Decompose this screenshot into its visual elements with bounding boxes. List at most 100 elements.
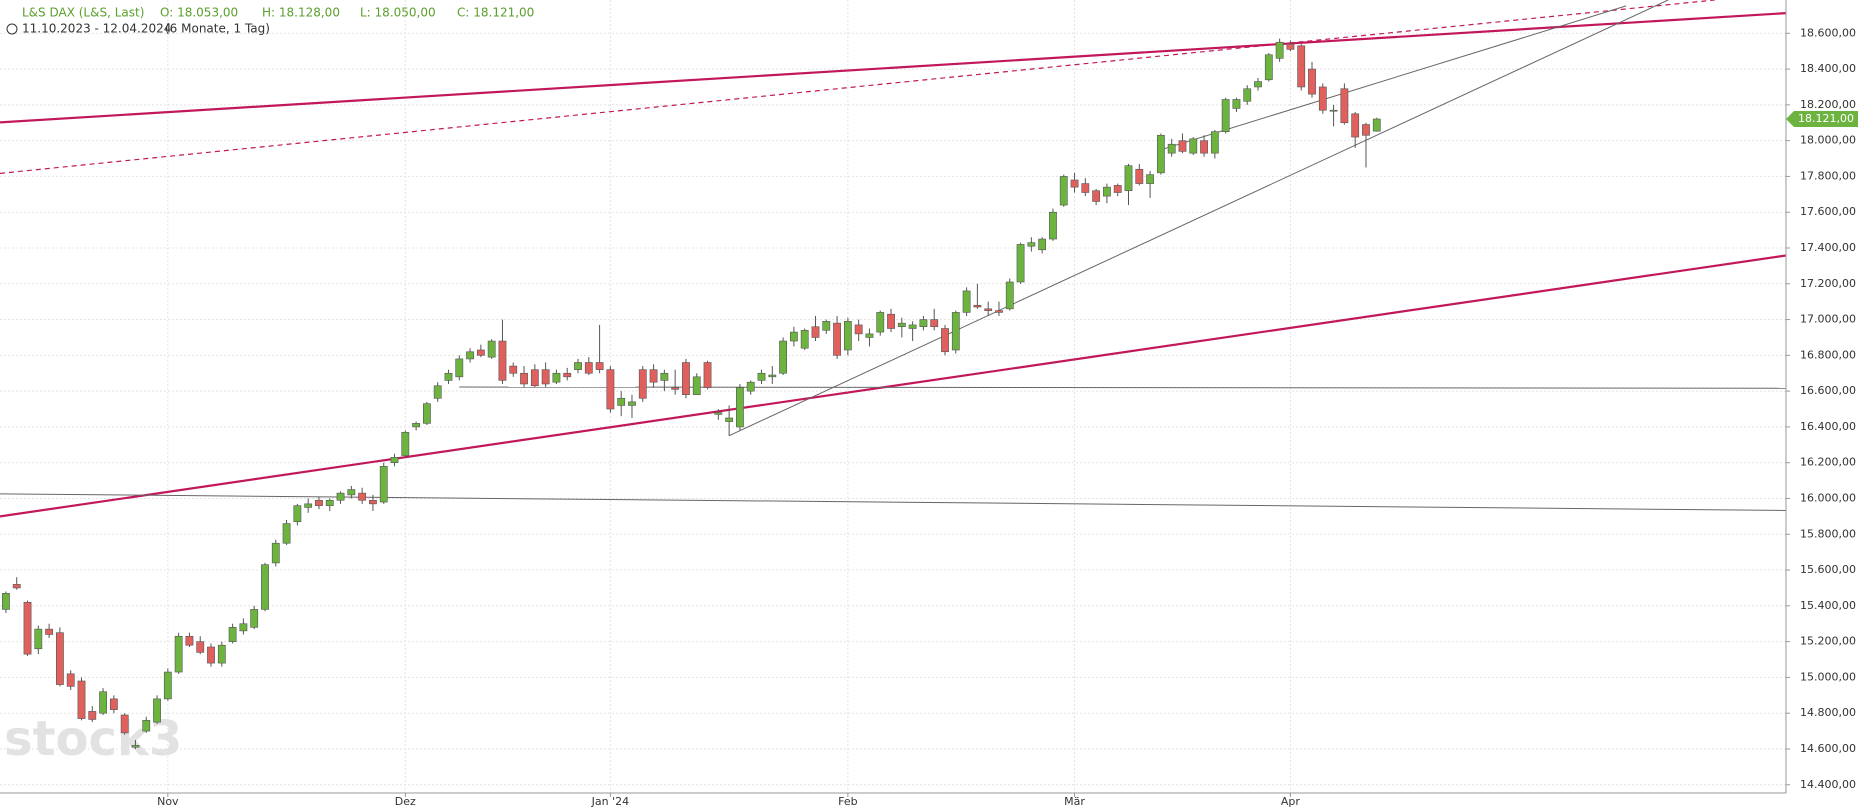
- candle-body: [2, 593, 10, 610]
- candle-body: [692, 376, 701, 396]
- candle-body: [1297, 45, 1306, 88]
- candle-body: [800, 329, 809, 349]
- candle-body: [401, 431, 410, 456]
- candle-body: [379, 465, 388, 503]
- candle-body: [1146, 174, 1154, 184]
- candle-body: [736, 387, 744, 428]
- y-tick-label: 16.800,00: [1800, 348, 1856, 361]
- candles: [2, 38, 1381, 749]
- candle-body: [951, 312, 960, 351]
- candle-body: [1005, 281, 1014, 310]
- chart-title: L&S DAX (L&S, Last): [22, 6, 144, 20]
- candle-body: [304, 503, 313, 508]
- y-tick-label: 17.800,00: [1800, 169, 1856, 182]
- candle-body: [552, 372, 561, 383]
- candle-body: [714, 412, 723, 415]
- candle-body: [1362, 124, 1370, 136]
- y-tick-label: 18.400,00: [1800, 62, 1856, 75]
- candle-body: [153, 698, 161, 723]
- date-range: 11.10.2023 - 12.04.2024: [22, 22, 171, 36]
- candle-body: [628, 401, 636, 406]
- candle-body: [919, 319, 928, 328]
- candle-body: [833, 322, 841, 356]
- clock-icon: [6, 23, 18, 35]
- candle-body: [1016, 244, 1025, 283]
- grid: [0, 0, 1786, 793]
- candle-body: [930, 319, 939, 328]
- candle-body: [908, 324, 917, 329]
- candle-body: [973, 304, 982, 308]
- candle-body: [746, 381, 755, 392]
- candle-body: [1351, 113, 1360, 138]
- candle-body: [315, 499, 323, 506]
- candle-body: [984, 308, 993, 311]
- candle-body: [595, 362, 604, 370]
- candle-body: [1254, 81, 1262, 88]
- candle-body: [941, 328, 949, 353]
- candle-body: [336, 492, 345, 501]
- y-tick-label: 18.000,00: [1800, 134, 1856, 147]
- y-tick-label: 14.400,00: [1800, 778, 1856, 791]
- candle-body: [358, 492, 367, 501]
- candle-body: [487, 340, 496, 358]
- candle-body: [703, 362, 712, 388]
- candle-body: [1264, 54, 1273, 81]
- y-tick-label: 18.200,00: [1800, 98, 1856, 111]
- candle-body: [768, 374, 777, 378]
- candle-body: [779, 340, 787, 374]
- x-tick-label: Apr: [1281, 795, 1301, 808]
- last-price-label: 18.121,00: [1798, 112, 1854, 125]
- candle-body: [509, 365, 518, 374]
- y-tick-label: 15.600,00: [1800, 563, 1856, 576]
- candle-body: [1329, 109, 1338, 112]
- candle-body: [55, 632, 64, 685]
- candle-body: [757, 372, 766, 381]
- trend-line: [459, 386, 1786, 389]
- candle-body: [1178, 140, 1187, 152]
- candle-body: [541, 369, 550, 385]
- candle-body: [682, 362, 690, 396]
- x-tick-label: Jan '24: [591, 795, 629, 808]
- candle-body: [1210, 131, 1219, 154]
- candle-body: [174, 635, 183, 673]
- x-tick-label: Dez: [395, 795, 416, 808]
- candle-body: [390, 457, 399, 464]
- y-tick-label: 15.000,00: [1800, 670, 1856, 683]
- candle-body: [228, 627, 237, 642]
- candle-body: [250, 609, 259, 628]
- candle-body: [876, 312, 885, 333]
- candle-body: [563, 372, 572, 378]
- candle-body: [671, 387, 680, 390]
- candle-body: [1113, 185, 1122, 193]
- last-price-tag: [1786, 110, 1858, 127]
- candle-body: [617, 397, 626, 406]
- candle-body: [649, 369, 658, 383]
- header: L&S DAX (L&S, Last) O: 18.053,00 H: 18.1…: [6, 6, 534, 36]
- candle-body: [77, 680, 86, 719]
- candle-body: [606, 369, 615, 410]
- candle-body: [1081, 183, 1090, 193]
- candle-body: [239, 623, 248, 632]
- y-tick-label: 17.600,00: [1800, 205, 1856, 218]
- candle-body: [282, 523, 291, 544]
- candle-body: [271, 542, 280, 564]
- trend-line: [0, 254, 1786, 518]
- candle-body: [1135, 168, 1144, 184]
- candle-body: [574, 362, 582, 370]
- y-tick-label: 14.600,00: [1800, 742, 1856, 755]
- candle-body: [1318, 86, 1327, 111]
- candle-body: [293, 505, 302, 523]
- candle-body: [1372, 118, 1381, 132]
- candle-body: [88, 711, 97, 720]
- candle-body: [1049, 211, 1057, 240]
- x-tick-label: Feb: [838, 795, 857, 808]
- candle-body: [217, 644, 226, 664]
- candle-body: [1038, 238, 1047, 251]
- candle-body: [99, 691, 107, 714]
- candle-body: [811, 326, 820, 338]
- candle-body: [196, 641, 205, 653]
- watermark: stock3: [4, 711, 182, 767]
- candle-body: [995, 310, 1003, 313]
- candle-body: [325, 499, 334, 506]
- ohlc-low: L: 18.050,00: [360, 6, 436, 20]
